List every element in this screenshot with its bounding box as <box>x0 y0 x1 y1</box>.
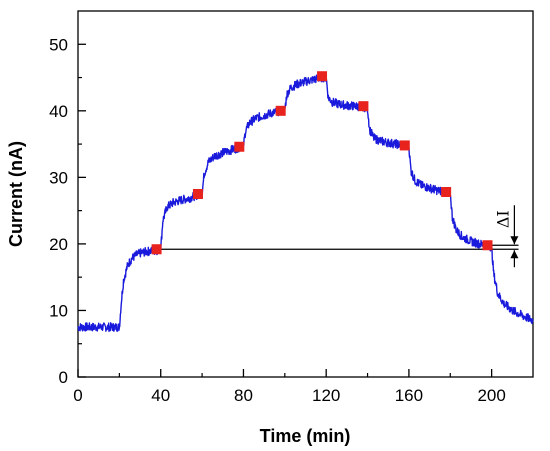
x-tick-label: 80 <box>234 386 253 405</box>
delta-i-annotation: ΔI <box>493 205 519 268</box>
y-tick-label: 0 <box>59 368 68 387</box>
y-tick-label: 10 <box>49 301 68 320</box>
current-trace-line <box>77 72 534 333</box>
delta-i-label: ΔI <box>493 210 512 228</box>
red-square-marker <box>441 187 452 198</box>
x-axis-ticks: 0 40 80 120 160 200 <box>73 369 506 405</box>
red-square-marker <box>151 244 162 255</box>
x-tick-label: 0 <box>73 386 82 405</box>
y-tick-label: 50 <box>49 35 68 54</box>
plot-area-border <box>77 10 534 378</box>
red-square-marker <box>275 105 286 116</box>
x-tick-label: 200 <box>477 386 505 405</box>
red-square-marker <box>482 240 493 251</box>
y-axis-title: Current (nA) <box>6 141 26 247</box>
y-axis-ticks: 0 10 20 30 40 50 <box>49 35 86 387</box>
red-square-marker <box>234 141 245 152</box>
x-tick-label: 40 <box>151 386 170 405</box>
red-square-marker <box>399 140 410 151</box>
red-square-marker <box>192 189 203 199</box>
y-tick-label: 30 <box>49 168 68 187</box>
x-axis-title: Time (min) <box>260 426 351 446</box>
delta-upper-arrowhead <box>510 236 519 245</box>
red-square-marker <box>317 71 328 82</box>
y-tick-label: 40 <box>49 102 68 121</box>
data-layer <box>77 71 534 333</box>
red-square-marker <box>358 101 369 112</box>
delta-lower-arrowhead <box>510 250 519 259</box>
y-tick-label: 20 <box>49 235 68 254</box>
plot-frame <box>77 10 534 378</box>
x-tick-label: 160 <box>395 386 423 405</box>
x-tick-label: 120 <box>312 386 340 405</box>
